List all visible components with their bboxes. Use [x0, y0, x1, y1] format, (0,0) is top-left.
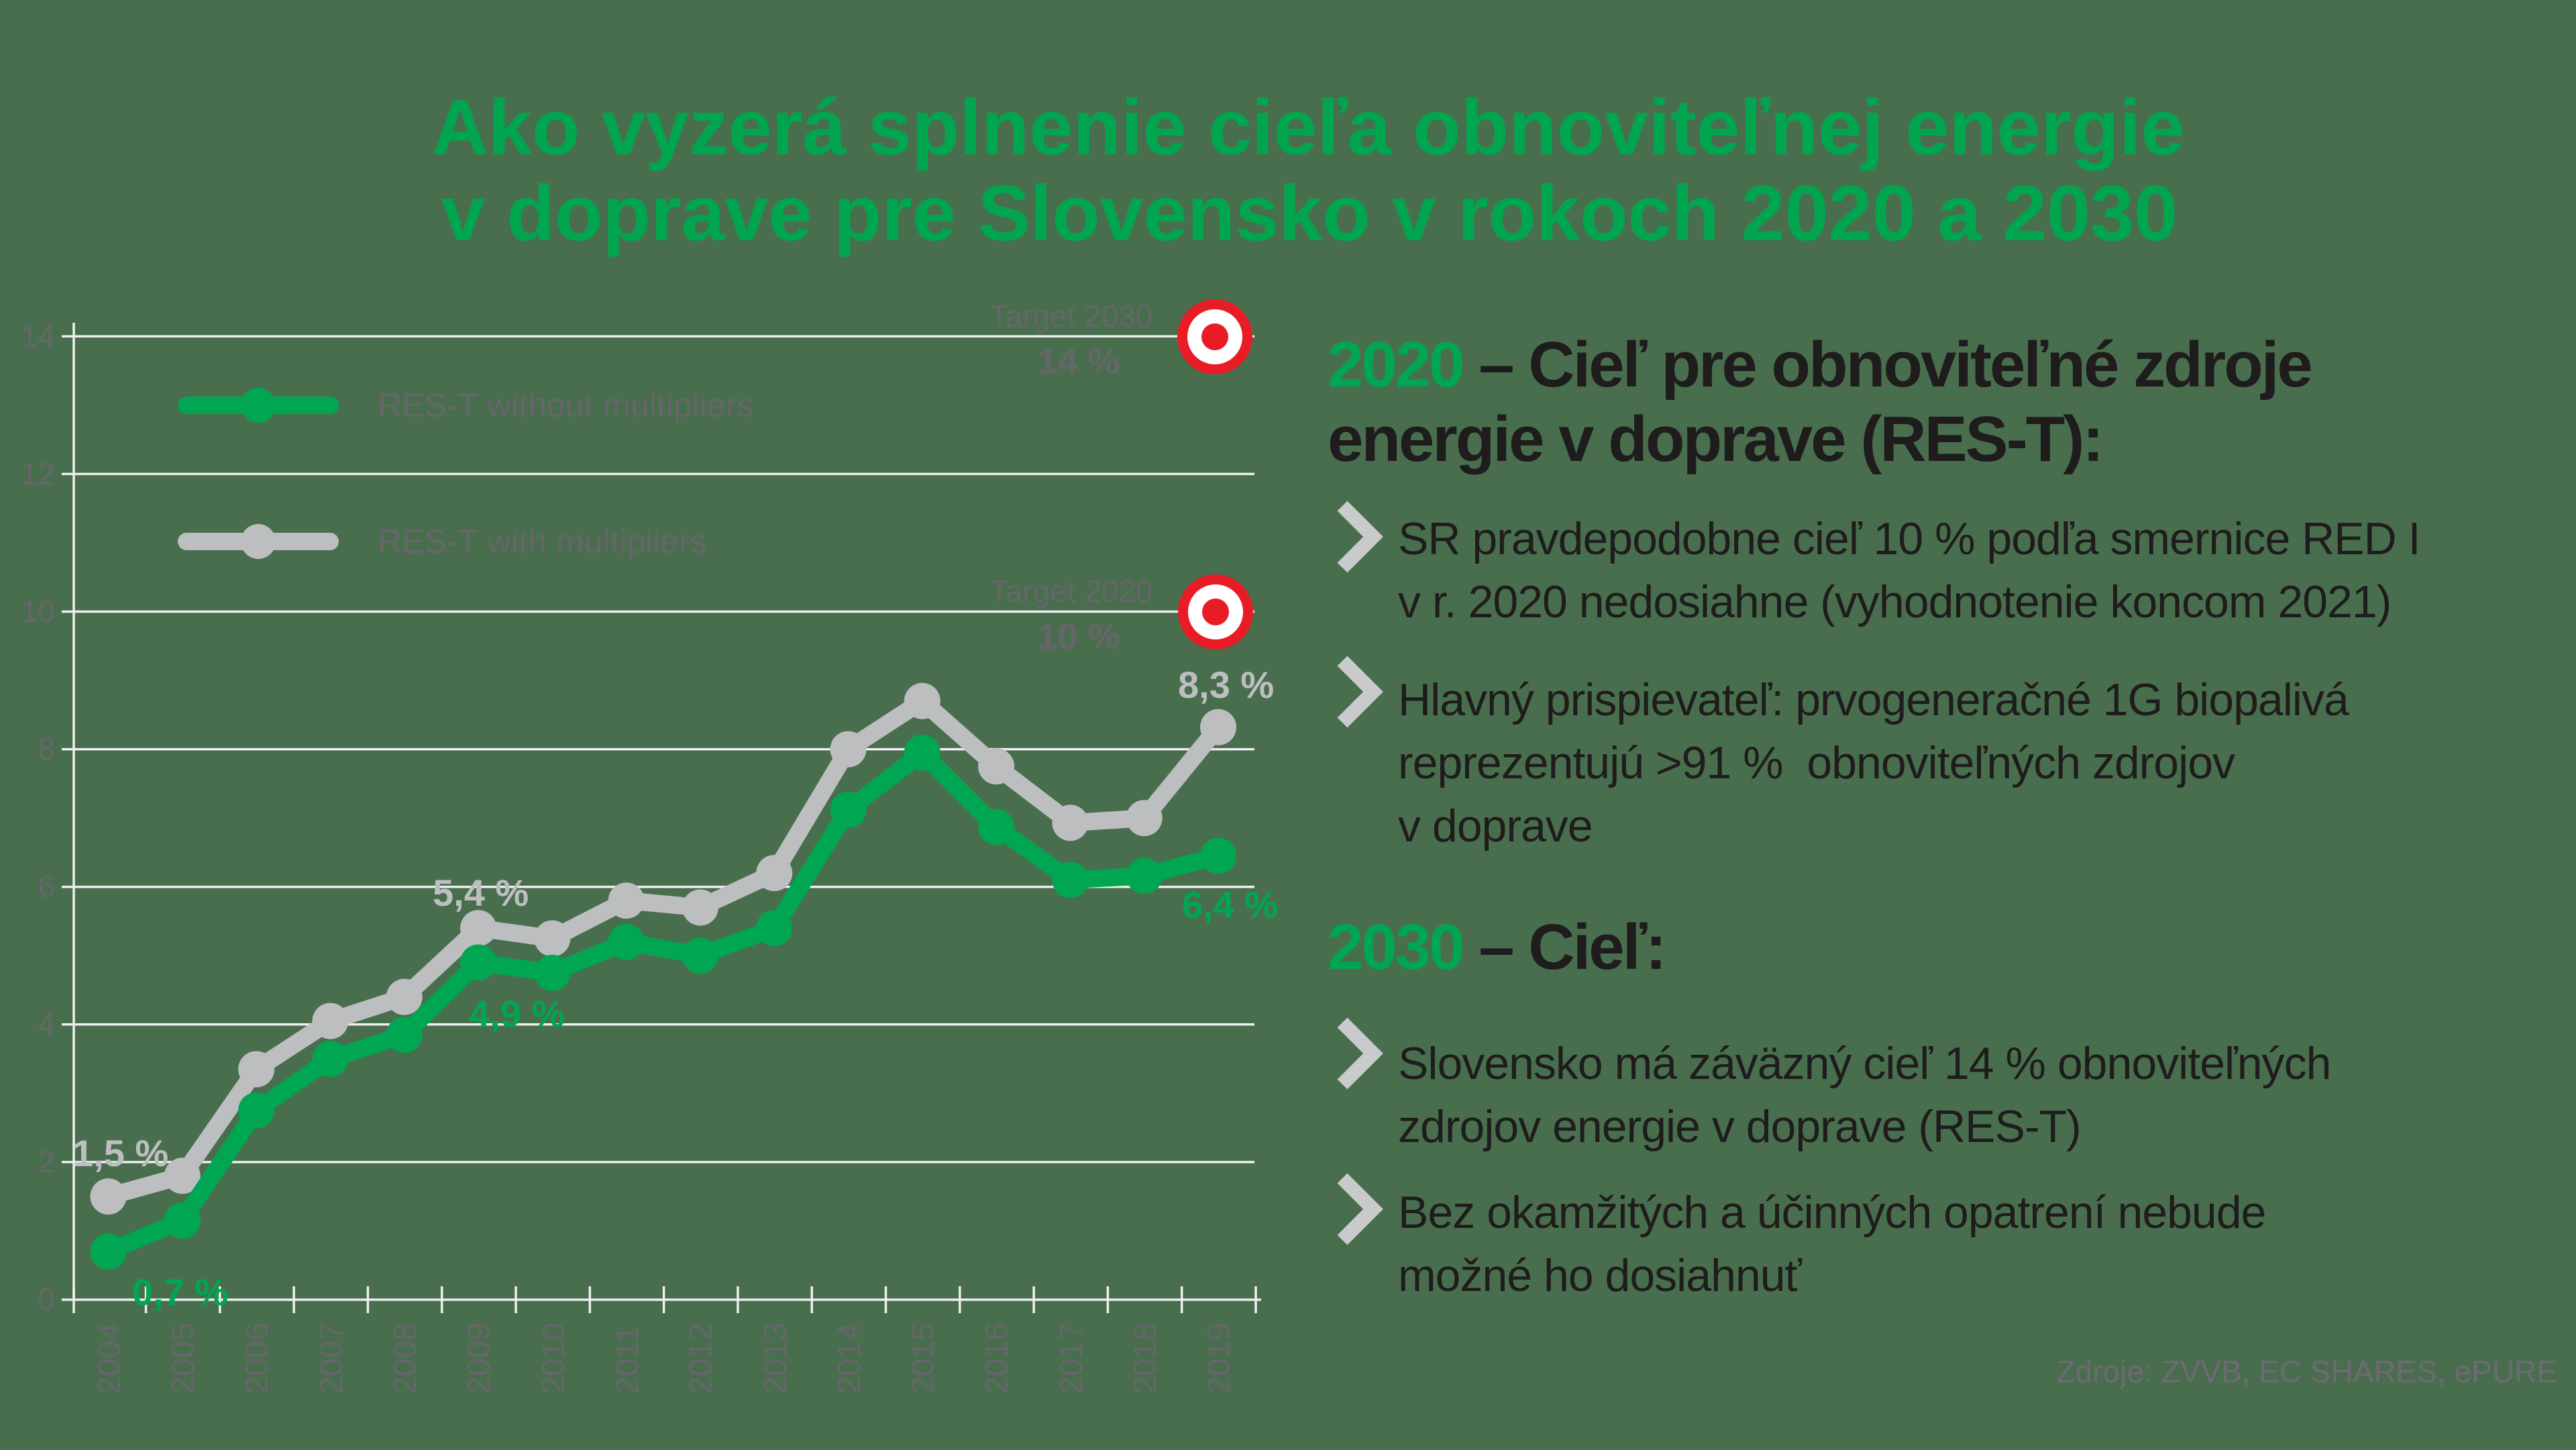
svg-text:8: 8 — [38, 731, 55, 766]
svg-text:RES-T without multipliers: RES-T without multipliers — [378, 386, 753, 424]
svg-text:Target 2030: Target 2030 — [990, 299, 1153, 333]
svg-text:2006: 2006 — [239, 1323, 275, 1394]
svg-text:0: 0 — [38, 1282, 55, 1316]
svg-text:2019: 2019 — [1201, 1323, 1237, 1394]
svg-text:RES-T with multipliers: RES-T with multipliers — [378, 523, 707, 560]
svg-text:Hlavný prispievateľ: prvogener: Hlavný prispievateľ: prvogeneračné 1G bi… — [1398, 674, 2349, 725]
svg-text:6: 6 — [38, 869, 55, 904]
svg-text:2004: 2004 — [92, 1323, 127, 1394]
svg-text:4,9 %: 4,9 % — [469, 992, 565, 1035]
svg-text:14: 14 — [21, 319, 55, 354]
svg-text:2020 – Cieľ pre obnoviteľné zd: 2020 – Cieľ pre obnoviteľné zdroje — [1328, 329, 2311, 401]
svg-text:2012: 2012 — [684, 1323, 719, 1394]
svg-text:2007: 2007 — [314, 1323, 350, 1394]
svg-text:2005: 2005 — [166, 1323, 201, 1394]
svg-text:SR pravdepodobne cieľ 10 % pod: SR pravdepodobne cieľ 10 % podľa smernic… — [1398, 513, 2420, 564]
svg-text:2008: 2008 — [388, 1323, 423, 1394]
svg-text:reprezentujú >91 % obnoviteľn: reprezentujú >91 % obnoviteľných zdrojov — [1398, 737, 2235, 788]
svg-text:5,4 %: 5,4 % — [433, 872, 529, 914]
svg-text:2014: 2014 — [832, 1323, 867, 1394]
svg-text:možné ho dosiahnuť: možné ho dosiahnuť — [1398, 1250, 1803, 1301]
svg-text:10: 10 — [21, 594, 55, 629]
svg-text:2017: 2017 — [1054, 1323, 1089, 1394]
svg-text:2030 – Cieľ:: 2030 – Cieľ: — [1328, 911, 1665, 983]
svg-text:10 %: 10 % — [1037, 617, 1120, 657]
svg-text:0,7 %: 0,7 % — [132, 1271, 228, 1313]
svg-text:v doprave: v doprave — [1398, 800, 1593, 851]
svg-text:energie v doprave (RES-T):: energie v doprave (RES-T): — [1328, 403, 2102, 475]
svg-text:2009: 2009 — [462, 1323, 497, 1394]
svg-text:zdrojov energie v doprave (RES: zdrojov energie v doprave (RES-T) — [1398, 1101, 2081, 1152]
svg-text:Target 2020: Target 2020 — [990, 574, 1153, 609]
svg-text:Ako vyzerá splnenie cieľa obno: Ako vyzerá splnenie cieľa obnoviteľnej e… — [431, 83, 2184, 171]
svg-text:Slovensko má záväzný cieľ 14 %: Slovensko má záväzný cieľ 14 % obnoviteľ… — [1398, 1038, 2330, 1089]
svg-text:8,3 %: 8,3 % — [1178, 664, 1274, 706]
svg-text:Zdroje: ZVVB, EC SHARES, ePURE: Zdroje: ZVVB, EC SHARES, ePURE — [2057, 1354, 2557, 1389]
svg-text:1,5 %: 1,5 % — [72, 1132, 168, 1174]
svg-text:Bez okamžitých a účinných opat: Bez okamžitých a účinných opatrení nebud… — [1398, 1187, 2265, 1238]
svg-text:2: 2 — [38, 1144, 55, 1179]
svg-text:2011: 2011 — [610, 1325, 645, 1394]
svg-text:2015: 2015 — [906, 1323, 941, 1394]
svg-text:4: 4 — [38, 1006, 55, 1041]
svg-text:14 %: 14 % — [1037, 342, 1120, 382]
svg-text:2013: 2013 — [758, 1323, 794, 1394]
svg-text:2010: 2010 — [536, 1323, 572, 1394]
svg-text:v doprave pre Slovensko v roko: v doprave pre Slovensko v rokoch 2020 a … — [441, 169, 2178, 257]
svg-text:6,4 %: 6,4 % — [1182, 884, 1278, 926]
svg-text:2016: 2016 — [979, 1323, 1015, 1394]
svg-text:2018: 2018 — [1128, 1323, 1163, 1394]
svg-text:v r. 2020 nedosiahne (vyhodnot: v r. 2020 nedosiahne (vyhodnotenie konco… — [1398, 576, 2391, 627]
svg-text:12: 12 — [21, 456, 55, 491]
